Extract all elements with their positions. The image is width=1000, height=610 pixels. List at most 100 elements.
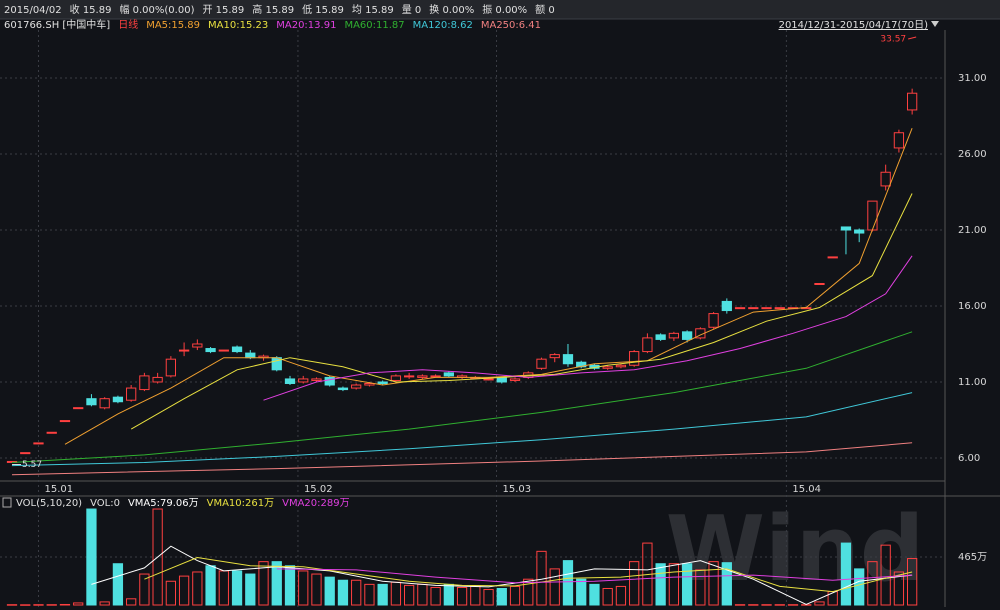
candle-body	[602, 366, 613, 369]
legend-entry: MA250:6.41	[481, 20, 541, 31]
header-item: 幅 0.00%(0.00)	[119, 3, 194, 16]
volume-bar	[576, 578, 587, 606]
candle-body	[245, 352, 256, 359]
candle-body	[562, 354, 574, 365]
candle-body	[298, 378, 309, 383]
volume-bar	[430, 586, 441, 606]
candle-body	[668, 332, 680, 339]
volume-bar	[615, 585, 627, 606]
volume-bar	[523, 578, 534, 606]
candle-body	[364, 382, 375, 386]
candle-body	[192, 343, 203, 348]
volume-bar	[509, 585, 521, 606]
y-tick-label: 21.00	[958, 225, 987, 236]
ma-line	[263, 255, 913, 401]
volume-bar	[668, 563, 680, 606]
candle-body	[536, 358, 547, 369]
volume-bar	[298, 570, 309, 606]
volume-bar	[562, 560, 574, 606]
candle-body	[99, 398, 110, 409]
candle-body	[351, 384, 362, 389]
candle-body	[73, 407, 84, 410]
volume-bar	[814, 601, 825, 606]
x-tick-label: 15.02	[304, 484, 333, 495]
volume-bar	[787, 604, 799, 606]
chart-title: VOL(5,10,20)	[16, 498, 82, 509]
volume-bar	[178, 575, 190, 606]
volume-bar	[681, 563, 693, 606]
candle-body	[748, 307, 759, 310]
candle-body	[337, 387, 349, 391]
legend-entry: MA120:8.62	[413, 20, 473, 31]
candle-body	[907, 92, 918, 111]
candle-body	[893, 132, 905, 149]
legend-entry: MA60:11.87	[344, 20, 404, 31]
volume-bar	[337, 579, 349, 606]
volume-bar	[311, 573, 322, 606]
volume-bar	[271, 561, 282, 606]
candle-body	[126, 387, 137, 401]
header-item: 高 15.89	[252, 3, 294, 16]
candle-body	[814, 282, 825, 285]
x-tick-label: 15.01	[44, 484, 73, 495]
volume-bar	[33, 604, 44, 606]
header-item: 振 0.00%	[482, 3, 527, 16]
ma-line	[130, 193, 913, 430]
volume-bar	[734, 604, 746, 606]
volume-bar	[748, 604, 759, 606]
legend-entry: MA10:15.23	[208, 20, 268, 31]
header-item: 开 15.89	[202, 5, 244, 16]
panel-icon	[2, 497, 12, 508]
ma-line	[11, 331, 913, 463]
candle-body	[443, 372, 454, 377]
y-tick-label: 16.00	[958, 301, 987, 312]
annotation: 33.57	[880, 34, 906, 44]
ma-line	[11, 442, 913, 476]
candle-body	[165, 358, 176, 377]
volume-bar	[629, 561, 640, 606]
volume-bar	[443, 583, 454, 606]
candle-body	[112, 396, 124, 403]
candle-body	[152, 376, 163, 383]
volume-bar	[695, 569, 706, 606]
volume-bar	[774, 604, 785, 606]
volume-bar	[708, 561, 719, 606]
volume-bar	[549, 568, 560, 606]
candle-body	[867, 200, 878, 231]
candle-body	[734, 307, 746, 310]
y-tick-label: 26.00	[958, 149, 987, 160]
candle-body	[681, 331, 693, 340]
ma-line	[64, 128, 913, 445]
volume-bar	[73, 602, 84, 606]
volume-bar	[258, 561, 269, 606]
candle-body	[377, 381, 388, 384]
volume-bar	[483, 589, 494, 606]
candle-body	[483, 378, 494, 381]
candle-body	[655, 334, 666, 340]
candle-body	[390, 375, 402, 381]
volume-bar	[205, 565, 216, 606]
candle-body	[629, 351, 640, 366]
candle-body	[231, 346, 243, 353]
volume-bar	[126, 598, 137, 606]
chart-subtitle: 日线	[118, 18, 138, 31]
candle-body	[430, 375, 441, 378]
volume-bar	[377, 583, 388, 606]
volume-bar	[893, 571, 905, 606]
candle-body	[311, 378, 322, 381]
volume-bar	[86, 508, 97, 606]
candle-body	[417, 375, 428, 378]
legend-entry: VMA5:79.06万	[128, 498, 199, 509]
candle-body	[509, 378, 521, 381]
range-label: 2014/12/31-2015/04/17(70日)	[779, 20, 929, 31]
header-bar	[0, 0, 1000, 19]
candle-body	[284, 378, 296, 384]
header-item: 量 0	[402, 4, 422, 16]
watermark: Wind	[666, 497, 925, 602]
volume-bar	[364, 583, 375, 606]
candle-body	[642, 337, 653, 353]
chart-subtitle: VOL:0	[90, 498, 120, 509]
candle-body	[854, 229, 865, 234]
candle-body	[774, 307, 785, 310]
